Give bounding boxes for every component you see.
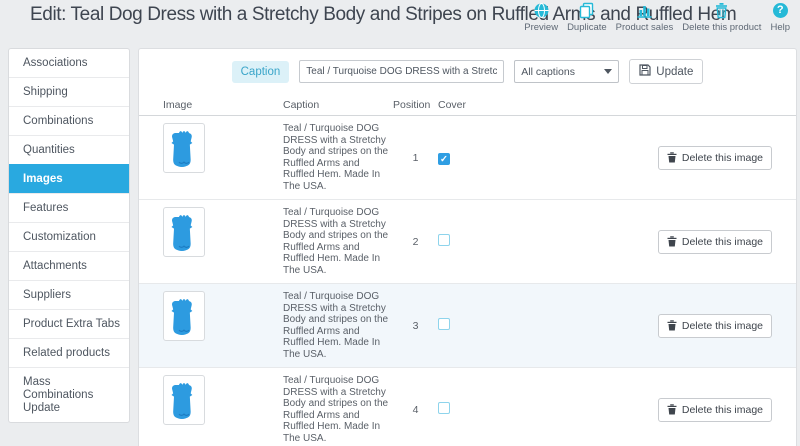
trash-icon xyxy=(667,404,677,415)
delete-image-label: Delete this image xyxy=(681,403,763,416)
update-button-label: Update xyxy=(656,65,694,78)
delete-image-button[interactable]: Delete this image xyxy=(657,145,772,170)
sidebar-item-related-products[interactable]: Related products xyxy=(9,338,129,367)
table-row: Teal / Turquoise DOG DRESS with a Stretc… xyxy=(139,116,796,200)
cover-checkbox[interactable] xyxy=(438,401,450,414)
sidebar-item-associations[interactable]: Associations xyxy=(23,56,88,69)
product-tabs-sidebar: Associations Shipping Combinations Quant… xyxy=(8,48,130,423)
table-row: Teal / Turquoise DOG DRESS with a Stretc… xyxy=(139,284,796,368)
images-table-header: Image Caption Position Cover xyxy=(139,94,796,116)
cover-checkbox[interactable] xyxy=(438,317,450,330)
image-caption-text: Teal / Turquoise DOG DRESS with a Stretc… xyxy=(283,123,389,192)
image-position: 2 xyxy=(412,235,419,248)
sidebar-item-customization[interactable]: Customization xyxy=(9,222,129,251)
duplicate-button[interactable]: Duplicate xyxy=(567,2,607,33)
cover-checkbox[interactable] xyxy=(438,152,450,165)
sidebar-item-mass-combinations-update[interactable]: Mass Combinations Update xyxy=(9,367,129,422)
table-row: Teal / Turquoise DOG DRESS with a Stretc… xyxy=(139,200,796,284)
column-header-caption: Caption xyxy=(283,98,320,111)
product-image-thumbnail xyxy=(163,207,205,257)
product-sales-button[interactable]: Product sales xyxy=(615,2,674,33)
header-toolbar: Preview Duplicate Product sales Delete t… xyxy=(524,2,790,33)
update-button[interactable]: Update xyxy=(629,59,704,84)
sidebar-item-images[interactable]: Images xyxy=(9,164,129,193)
sidebar-item-combinations[interactable]: Combinations xyxy=(9,106,129,135)
image-caption-text: Teal / Turquoise DOG DRESS with a Stretc… xyxy=(283,375,389,444)
column-header-image: Image xyxy=(163,98,193,111)
column-header-position: Position xyxy=(393,98,431,111)
sidebar-item-product-extra-tabs[interactable]: Product Extra Tabs xyxy=(9,309,129,338)
trash-icon xyxy=(667,152,677,163)
help-button[interactable]: ? Help xyxy=(770,2,790,33)
preview-label: Preview xyxy=(524,22,559,33)
trash-icon xyxy=(713,2,730,19)
bar-chart-icon xyxy=(636,2,653,19)
image-position: 1 xyxy=(412,151,419,164)
sidebar-item-attachments[interactable]: Attachments xyxy=(9,251,129,280)
delete-product-button[interactable]: Delete this product xyxy=(682,2,761,33)
image-caption-text: Teal / Turquoise DOG DRESS with a Stretc… xyxy=(283,207,389,276)
table-row: Teal / Turquoise DOG DRESS with a Stretc… xyxy=(139,368,796,446)
help-label: Help xyxy=(770,22,790,33)
captions-select-value: All captions xyxy=(521,65,575,78)
content-area: Associations Shipping Combinations Quant… xyxy=(0,48,800,446)
caption-bar: Caption All captions Update xyxy=(139,49,796,84)
caption-input[interactable] xyxy=(299,60,505,83)
product-image-thumbnail xyxy=(163,291,205,341)
sidebar-item-quantities[interactable]: Quantities xyxy=(9,135,129,164)
globe-icon xyxy=(533,2,550,19)
captions-select[interactable]: All captions xyxy=(514,60,620,83)
chevron-down-icon xyxy=(604,69,613,74)
image-position: 4 xyxy=(412,403,419,416)
cover-checkbox[interactable] xyxy=(438,233,450,246)
delete-image-button[interactable]: Delete this image xyxy=(657,229,772,254)
images-panel: Caption All captions Update Image Captio… xyxy=(138,48,797,446)
caption-label: Caption xyxy=(231,60,290,83)
duplicate-icon xyxy=(578,2,595,19)
save-icon xyxy=(639,64,651,79)
delete-image-button[interactable]: Delete this image xyxy=(657,313,772,338)
preview-button[interactable]: Preview xyxy=(524,2,558,33)
sidebar-item-shipping[interactable]: Shipping xyxy=(9,77,129,106)
product-sales-label: Product sales xyxy=(615,22,674,33)
sidebar-item-suppliers[interactable]: Suppliers xyxy=(9,280,129,309)
page-title: Edit: Teal Dog Dress with a Stretchy Bod… xyxy=(30,4,737,25)
help-icon: ? xyxy=(772,2,789,19)
trash-icon xyxy=(667,320,677,331)
product-image-thumbnail xyxy=(163,375,205,425)
product-image-thumbnail xyxy=(163,123,205,173)
delete-image-label: Delete this image xyxy=(681,151,763,164)
delete-product-label: Delete this product xyxy=(682,22,762,33)
delete-image-button[interactable]: Delete this image xyxy=(657,397,772,422)
delete-image-label: Delete this image xyxy=(681,235,763,248)
delete-image-label: Delete this image xyxy=(681,319,763,332)
trash-icon xyxy=(667,236,677,247)
image-position: 3 xyxy=(412,319,419,332)
sidebar-item-features[interactable]: Features xyxy=(9,193,129,222)
column-header-cover: Cover xyxy=(438,98,467,111)
duplicate-label: Duplicate xyxy=(567,22,607,33)
image-caption-text: Teal / Turquoise DOG DRESS with a Stretc… xyxy=(283,291,389,360)
images-table: Image Caption Position Cover Teal / Turq… xyxy=(139,94,796,446)
